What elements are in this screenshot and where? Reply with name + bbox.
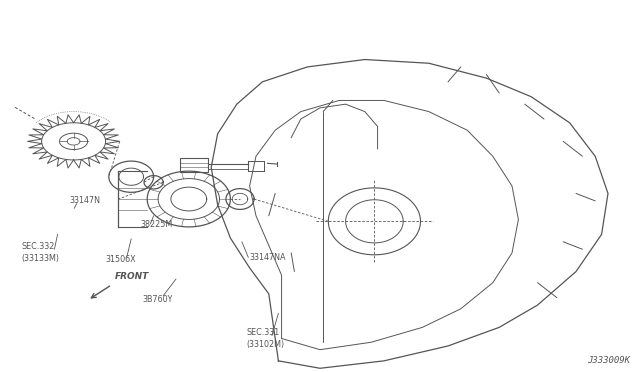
Text: FRONT: FRONT xyxy=(115,272,150,281)
Text: 38225M: 38225M xyxy=(141,220,173,229)
Text: 33147NA: 33147NA xyxy=(250,253,286,262)
Text: SEC.332: SEC.332 xyxy=(21,242,54,251)
Text: (33102M): (33102M) xyxy=(246,340,285,349)
Text: 33147N: 33147N xyxy=(69,196,100,205)
Text: (33133M): (33133M) xyxy=(21,254,59,263)
Text: SEC.331: SEC.331 xyxy=(246,328,280,337)
Text: 3B760Y: 3B760Y xyxy=(142,295,172,304)
Text: 31506X: 31506X xyxy=(106,255,136,264)
Text: J333009K: J333009K xyxy=(588,356,630,365)
